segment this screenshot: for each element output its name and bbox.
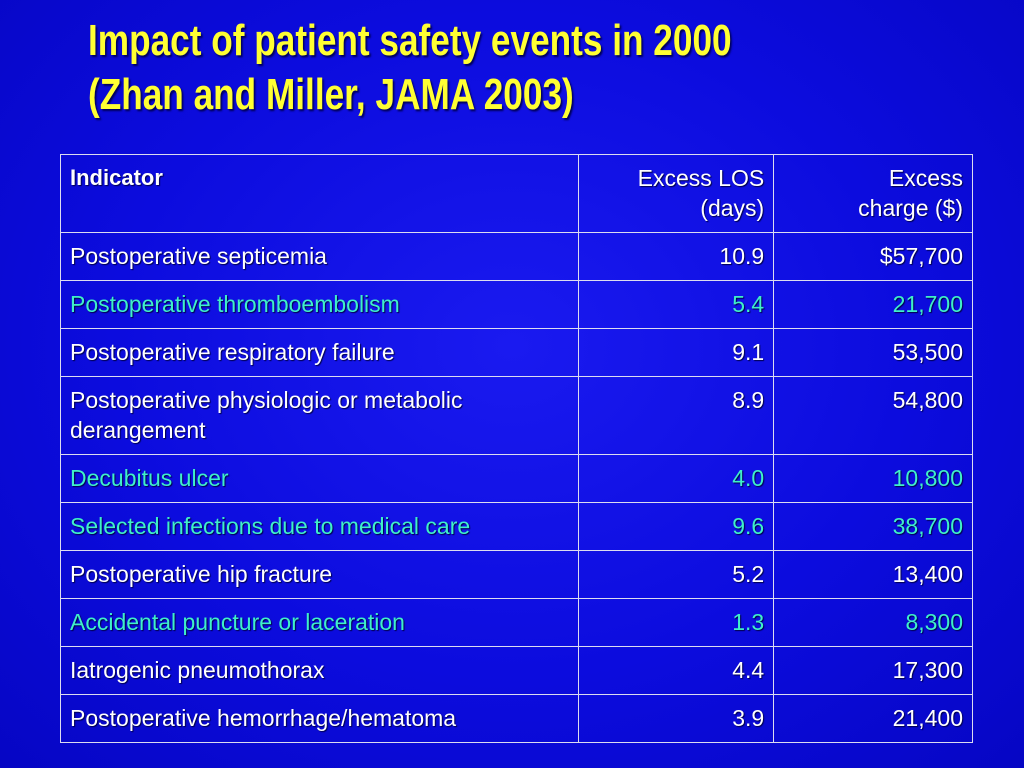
table-row: Decubitus ulcer 4.0 10,800 [59, 454, 973, 503]
row-excess-charge: 53,500 [773, 328, 973, 377]
row-excess-charge: 21,400 [773, 694, 973, 743]
row-indicator: Postoperative thromboembolism [59, 280, 580, 329]
row-excess-los: 3.9 [578, 694, 775, 743]
row-excess-los: 4.4 [578, 646, 775, 695]
header-indicator: Indicator [59, 154, 580, 233]
table-row: Selected infections due to medical care … [59, 502, 973, 551]
table-row: Postoperative respiratory failure 9.1 53… [59, 328, 973, 377]
table-row: Postoperative thromboembolism 5.4 21,700 [59, 280, 973, 329]
row-excess-los: 9.1 [578, 328, 775, 377]
safety-events-table: Indicator Excess LOS (days) Excess charg… [59, 154, 973, 743]
table-row: Postoperative physiologic or metabolic d… [59, 376, 973, 455]
header-excess-charge: Excess charge ($) [773, 154, 973, 233]
header-excess-charge-line-2: charge ($) [858, 195, 963, 221]
row-excess-los: 5.2 [578, 550, 775, 599]
row-excess-charge: 8,300 [773, 598, 973, 647]
slide-title-line-2: (Zhan and Miller, JAMA 2003) [88, 70, 574, 119]
row-excess-charge: 21,700 [773, 280, 973, 329]
row-excess-charge: 13,400 [773, 550, 973, 599]
slide-title-line-1: Impact of patient safety events in 2000 [88, 16, 732, 65]
row-excess-charge: 54,800 [773, 376, 973, 455]
table-row: Postoperative septicemia 10.9 $57,700 [59, 232, 973, 281]
row-indicator: Accidental puncture or laceration [59, 598, 580, 647]
row-excess-los: 5.4 [578, 280, 775, 329]
row-indicator: Postoperative hip fracture [59, 550, 580, 599]
header-excess-charge-line-1: Excess [888, 165, 963, 191]
table-row: Postoperative hemorrhage/hematoma 3.9 21… [59, 694, 973, 743]
row-indicator: Iatrogenic pneumothorax [59, 646, 580, 695]
row-indicator: Postoperative septicemia [59, 232, 580, 281]
table-header-row: Indicator Excess LOS (days) Excess charg… [59, 154, 973, 233]
slide-title: Impact of patient safety events in 2000 … [88, 14, 808, 122]
row-excess-los: 4.0 [578, 454, 775, 503]
row-indicator: Decubitus ulcer [59, 454, 580, 503]
row-indicator: Postoperative physiologic or metabolic d… [59, 376, 580, 455]
row-indicator: Postoperative hemorrhage/hematoma [59, 694, 580, 743]
row-excess-los: 8.9 [578, 376, 775, 455]
row-excess-los: 10.9 [578, 232, 775, 281]
header-excess-los: Excess LOS (days) [578, 154, 775, 233]
row-indicator: Selected infections due to medical care [59, 502, 580, 551]
row-indicator: Postoperative respiratory failure [59, 328, 580, 377]
row-excess-charge: 17,300 [773, 646, 973, 695]
header-excess-los-line-2: (days) [700, 195, 765, 221]
row-excess-los: 1.3 [578, 598, 775, 647]
row-excess-los: 9.6 [578, 502, 775, 551]
row-excess-charge: $57,700 [773, 232, 973, 281]
table-row: Postoperative hip fracture 5.2 13,400 [59, 550, 973, 599]
table-row: Iatrogenic pneumothorax 4.4 17,300 [59, 646, 973, 695]
row-excess-charge: 10,800 [773, 454, 973, 503]
header-excess-los-line-1: Excess LOS [637, 165, 765, 191]
row-excess-charge: 38,700 [773, 502, 973, 551]
table-row: Accidental puncture or laceration 1.3 8,… [59, 598, 973, 647]
